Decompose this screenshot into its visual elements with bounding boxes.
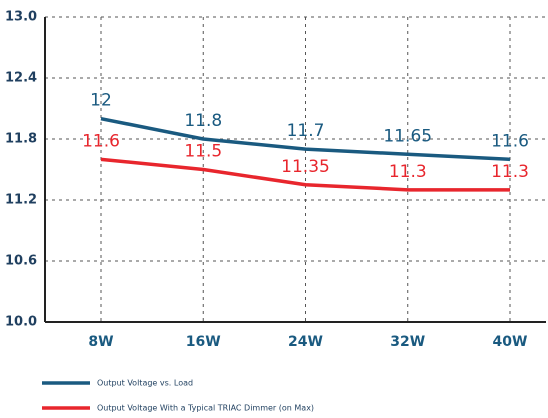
data-label: 11.6 [82, 131, 120, 151]
x-tick-label: 24W [288, 334, 323, 350]
data-label: 11.3 [389, 162, 427, 182]
data-label: 11.7 [287, 121, 325, 141]
data-label: 11.65 [383, 126, 432, 146]
data-label: 11.6 [491, 131, 529, 151]
x-tick-label: 32W [390, 334, 425, 350]
series-line [100, 116, 511, 162]
x-tick-label: 8W [88, 334, 113, 350]
y-tick-label: 10.0 [5, 315, 37, 330]
y-tick-label: 13.0 [5, 10, 37, 25]
data-label: 11.5 [184, 142, 222, 162]
y-tick-label: 11.8 [5, 132, 37, 147]
data-label: 11.35 [281, 157, 330, 177]
x-tick-label: 40W [493, 334, 528, 350]
data-label: 11.8 [184, 111, 222, 131]
legend-label: Output Voltage vs. Load [97, 379, 193, 388]
series-line [100, 157, 510, 192]
data-label: 11.3 [491, 162, 529, 182]
x-tick-label: 16W [186, 334, 221, 350]
data-label: 12 [90, 91, 112, 111]
y-tick-label: 11.2 [5, 193, 37, 208]
y-tick-label: 10.6 [5, 254, 37, 269]
legend-label: Output Voltage With a Typical TRIAC Dimm… [97, 404, 314, 413]
y-tick-label: 12.4 [5, 71, 37, 86]
